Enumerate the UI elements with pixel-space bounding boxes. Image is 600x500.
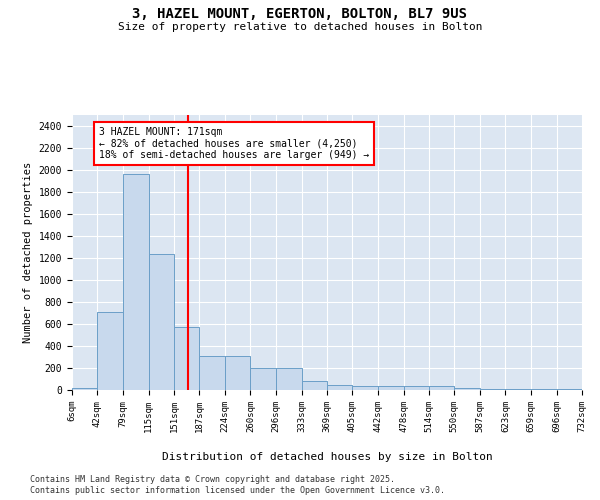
Bar [225,356,250,390]
Bar [454,388,480,390]
Text: 3, HAZEL MOUNT, EGERTON, BOLTON, BL7 9US: 3, HAZEL MOUNT, EGERTON, BOLTON, BL7 9US [133,8,467,22]
Bar [123,174,149,390]
Bar [149,254,174,390]
Bar [250,368,276,390]
Bar [97,312,123,390]
Text: Contains HM Land Registry data © Crown copyright and database right 2025.: Contains HM Land Registry data © Crown c… [30,475,395,484]
Bar [302,381,327,390]
Bar [174,327,199,390]
Bar [480,389,505,390]
Bar [352,386,378,390]
Bar [327,384,352,390]
Text: 3 HAZEL MOUNT: 171sqm
← 82% of detached houses are smaller (4,250)
18% of semi-d: 3 HAZEL MOUNT: 171sqm ← 82% of detached … [98,127,369,160]
Bar [72,388,97,390]
Bar [429,386,454,390]
Text: Distribution of detached houses by size in Bolton: Distribution of detached houses by size … [161,452,493,462]
Bar [276,368,302,390]
Bar [378,386,404,390]
Text: Size of property relative to detached houses in Bolton: Size of property relative to detached ho… [118,22,482,32]
Bar [199,356,225,390]
Bar [404,386,429,390]
Y-axis label: Number of detached properties: Number of detached properties [23,162,33,343]
Text: Contains public sector information licensed under the Open Government Licence v3: Contains public sector information licen… [30,486,445,495]
